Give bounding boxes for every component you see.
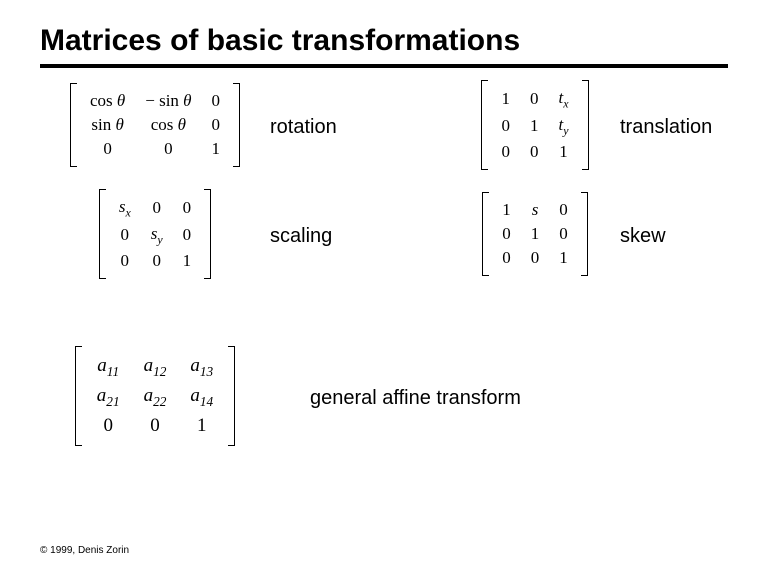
matrix-cell: 1 — [548, 140, 578, 164]
matrix-cell: a11 — [85, 352, 132, 382]
page-title: Matrices of basic transformations — [40, 24, 728, 58]
matrix-cell: 1 — [491, 86, 520, 113]
matrix-cell: 0 — [549, 198, 578, 222]
matrix-cell: 0 — [80, 137, 135, 161]
matrix-cell: cos θ — [135, 113, 201, 137]
title-rule — [40, 64, 728, 68]
matrix-cell: 0 — [173, 195, 202, 222]
matrix-cell: 1 — [549, 246, 578, 270]
matrix-cell: 0 — [520, 140, 549, 164]
matrix-cell: sy — [141, 222, 173, 249]
matrix-cell: 0 — [492, 246, 521, 270]
matrix-cell: 0 — [132, 412, 179, 441]
matrix-cell: cos θ — [80, 89, 135, 113]
matrix-cell: a22 — [132, 382, 179, 412]
matrix-cell: 0 — [521, 246, 550, 270]
matrix-cell: tx — [548, 86, 578, 113]
matrix-cell: 1 — [202, 137, 231, 161]
matrix-affine: a11a12a13a21a22a14001 — [40, 348, 270, 450]
matrix-cell: 1 — [173, 249, 202, 273]
label-translation: translation — [620, 116, 750, 139]
slide-page: Matrices of basic transformations cos θ−… — [0, 0, 768, 449]
matrix-scaling: sx000sy0001 — [40, 191, 270, 282]
matrix-skew: 1s0010001 — [450, 194, 620, 279]
matrix-translation: 10tx01ty001 — [450, 82, 620, 173]
matrix-cell: 0 — [173, 222, 202, 249]
label-skew: skew — [620, 225, 750, 248]
matrix-cell: 0 — [549, 222, 578, 246]
matrix-grid: cos θ− sin θ0sin θcos θ0001 rotation 10t… — [40, 82, 728, 449]
matrix-cell: a12 — [132, 352, 179, 382]
matrix-cell: 1 — [521, 222, 550, 246]
spacer — [40, 300, 750, 330]
matrix-cell: 0 — [109, 249, 141, 273]
matrix-rotation: cos θ− sin θ0sin θcos θ0001 — [40, 85, 270, 170]
matrix-cell: 0 — [202, 89, 231, 113]
label-affine: general affine transform — [270, 387, 750, 410]
matrix-cell: a14 — [178, 382, 225, 412]
label-scaling: scaling — [270, 225, 450, 248]
matrix-cell: sx — [109, 195, 141, 222]
matrix-cell: 1 — [178, 412, 225, 441]
matrix-cell: 0 — [109, 222, 141, 249]
matrix-cell: 1 — [520, 113, 549, 140]
matrix-cell: 0 — [520, 86, 549, 113]
matrix-cell: a13 — [178, 352, 225, 382]
copyright-line: © 1999, Denis Zorin — [40, 545, 129, 556]
matrix-cell: 0 — [491, 113, 520, 140]
matrix-cell: s — [521, 198, 550, 222]
matrix-cell: 0 — [491, 140, 520, 164]
matrix-cell: 0 — [202, 113, 231, 137]
matrix-cell: a21 — [85, 382, 132, 412]
matrix-cell: ty — [548, 113, 578, 140]
matrix-cell: 1 — [492, 198, 521, 222]
matrix-cell: 0 — [85, 412, 132, 441]
matrix-cell: 0 — [141, 195, 173, 222]
matrix-cell: − sin θ — [135, 89, 201, 113]
matrix-cell: 0 — [141, 249, 173, 273]
matrix-cell: sin θ — [80, 113, 135, 137]
matrix-cell: 0 — [492, 222, 521, 246]
matrix-cell: 0 — [135, 137, 201, 161]
label-rotation: rotation — [270, 116, 450, 139]
